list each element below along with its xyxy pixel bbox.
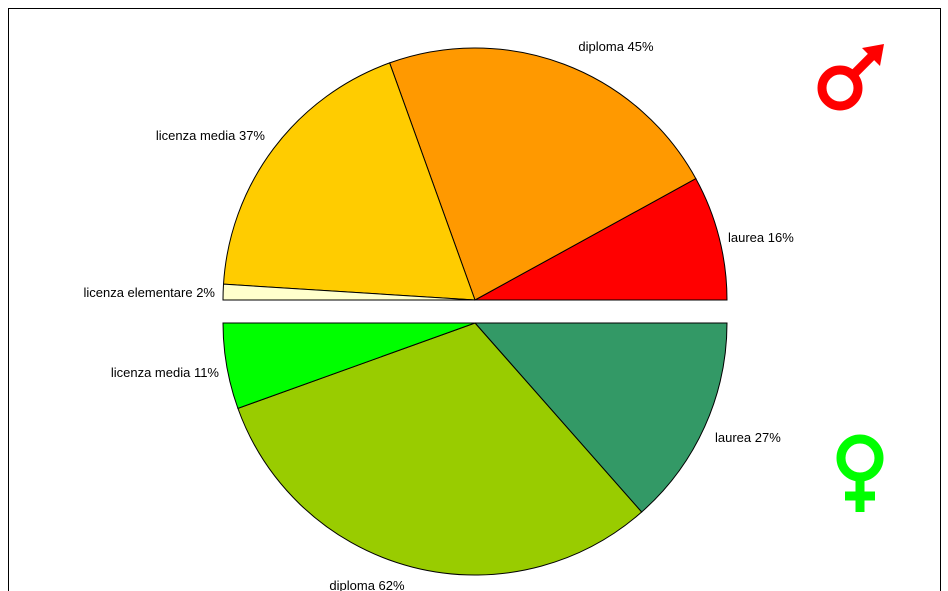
pie-slice-licenza-media — [222, 322, 476, 409]
slice-label-licenza-elementare: licenza elementare 2% — [83, 285, 215, 300]
slice-label-diploma: diploma 62% — [329, 578, 405, 591]
pie-slice-laurea — [473, 322, 728, 513]
pie-slice-licenza-media — [222, 62, 476, 301]
pie-slice-diploma — [389, 47, 697, 301]
slice-label-laurea: laurea 27% — [715, 430, 781, 445]
pie-slice-diploma — [237, 322, 643, 576]
slice-label-licenza-media: licenza media 37% — [156, 128, 266, 143]
slice-label-laurea: laurea 16% — [728, 230, 794, 245]
female-symbol-icon — [836, 434, 884, 512]
lower-half-pie: laurea 27% diploma 62% licenza media 11% — [111, 322, 781, 591]
slice-label-licenza-media: licenza media 11% — [111, 365, 220, 380]
pie-slice-licenza-elementare — [222, 283, 476, 301]
upper-half-pie: laurea 16% diploma 45% licenza media 37% li… — [83, 39, 794, 301]
male-symbol-icon — [817, 44, 884, 111]
slice-label-diploma: diploma 45% — [578, 39, 654, 54]
pie-slice-laurea — [474, 177, 728, 301]
